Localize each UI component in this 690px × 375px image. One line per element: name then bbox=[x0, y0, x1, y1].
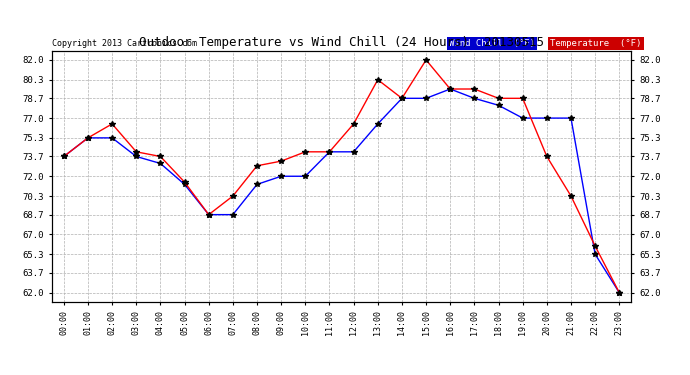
Text: Temperature  (°F): Temperature (°F) bbox=[550, 39, 642, 48]
Text: Wind Chill  (°F): Wind Chill (°F) bbox=[448, 39, 535, 48]
Title: Outdoor Temperature vs Wind Chill (24 Hours)  20130515: Outdoor Temperature vs Wind Chill (24 Ho… bbox=[139, 36, 544, 50]
Text: Copyright 2013 Cartronics.com: Copyright 2013 Cartronics.com bbox=[52, 39, 197, 48]
